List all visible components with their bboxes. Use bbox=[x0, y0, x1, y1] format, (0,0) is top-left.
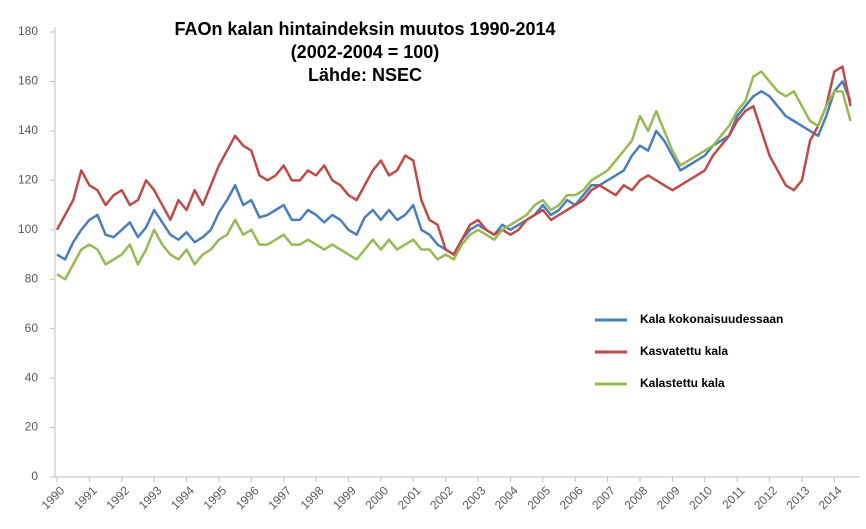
legend-label: Kala kokonaisuudessaan bbox=[640, 312, 783, 326]
x-tick-label: 1992 bbox=[103, 483, 132, 512]
y-tick-label: 120 bbox=[18, 173, 38, 187]
x-tick-label: 2000 bbox=[362, 483, 391, 512]
x-tick-label: 1998 bbox=[298, 483, 327, 512]
chart-source: Lähde: NSEC bbox=[308, 65, 422, 85]
x-tick-label: 2013 bbox=[784, 483, 813, 512]
x-tick-label: 2005 bbox=[524, 483, 553, 512]
y-tick-label: 160 bbox=[18, 74, 38, 88]
x-tick-label: 2008 bbox=[622, 483, 651, 512]
x-tick-label: 1990 bbox=[39, 483, 68, 512]
x-tick-label: 1996 bbox=[233, 483, 262, 512]
x-tick-label: 2004 bbox=[492, 483, 521, 512]
legend-label: Kasvatettu kala bbox=[640, 344, 728, 358]
x-tick-label: 2003 bbox=[460, 483, 489, 512]
y-tick-label: 40 bbox=[25, 370, 39, 384]
chart-subtitle: (2002-2004 = 100) bbox=[291, 42, 440, 62]
series-line bbox=[56, 80, 852, 261]
legend-label: Kalastettu kala bbox=[640, 376, 725, 390]
x-tick-label: 1995 bbox=[201, 483, 230, 512]
x-tick-label: 2001 bbox=[395, 483, 424, 512]
series-line bbox=[55, 65, 852, 256]
y-tick-label: 80 bbox=[25, 271, 39, 285]
y-tick-label: 60 bbox=[25, 321, 39, 335]
x-tick-label: 2007 bbox=[589, 483, 618, 512]
y-tick-label: 0 bbox=[31, 469, 38, 483]
y-tick-label: 100 bbox=[18, 222, 38, 236]
x-tick-label: 1997 bbox=[265, 483, 294, 512]
x-tick-label: 2010 bbox=[686, 483, 715, 512]
series-line bbox=[56, 70, 852, 281]
x-tick-label: 2014 bbox=[816, 483, 845, 512]
x-tick-label: 2009 bbox=[654, 483, 683, 512]
x-tick-label: 1993 bbox=[136, 483, 165, 512]
y-tick-label: 140 bbox=[18, 123, 38, 137]
x-tick-label: 2006 bbox=[557, 483, 586, 512]
x-tick-label: 2002 bbox=[427, 483, 456, 512]
y-tick-label: 20 bbox=[25, 420, 39, 434]
x-tick-label: 1991 bbox=[71, 483, 100, 512]
x-tick-label: 2012 bbox=[751, 483, 780, 512]
x-tick-label: 2011 bbox=[719, 483, 747, 511]
x-tick-label: 1994 bbox=[168, 483, 197, 512]
x-tick-label: 1999 bbox=[330, 483, 359, 512]
y-tick-label: 180 bbox=[18, 24, 38, 38]
chart-title: FAOn kalan hintaindeksin muutos 1990-201… bbox=[174, 19, 555, 39]
